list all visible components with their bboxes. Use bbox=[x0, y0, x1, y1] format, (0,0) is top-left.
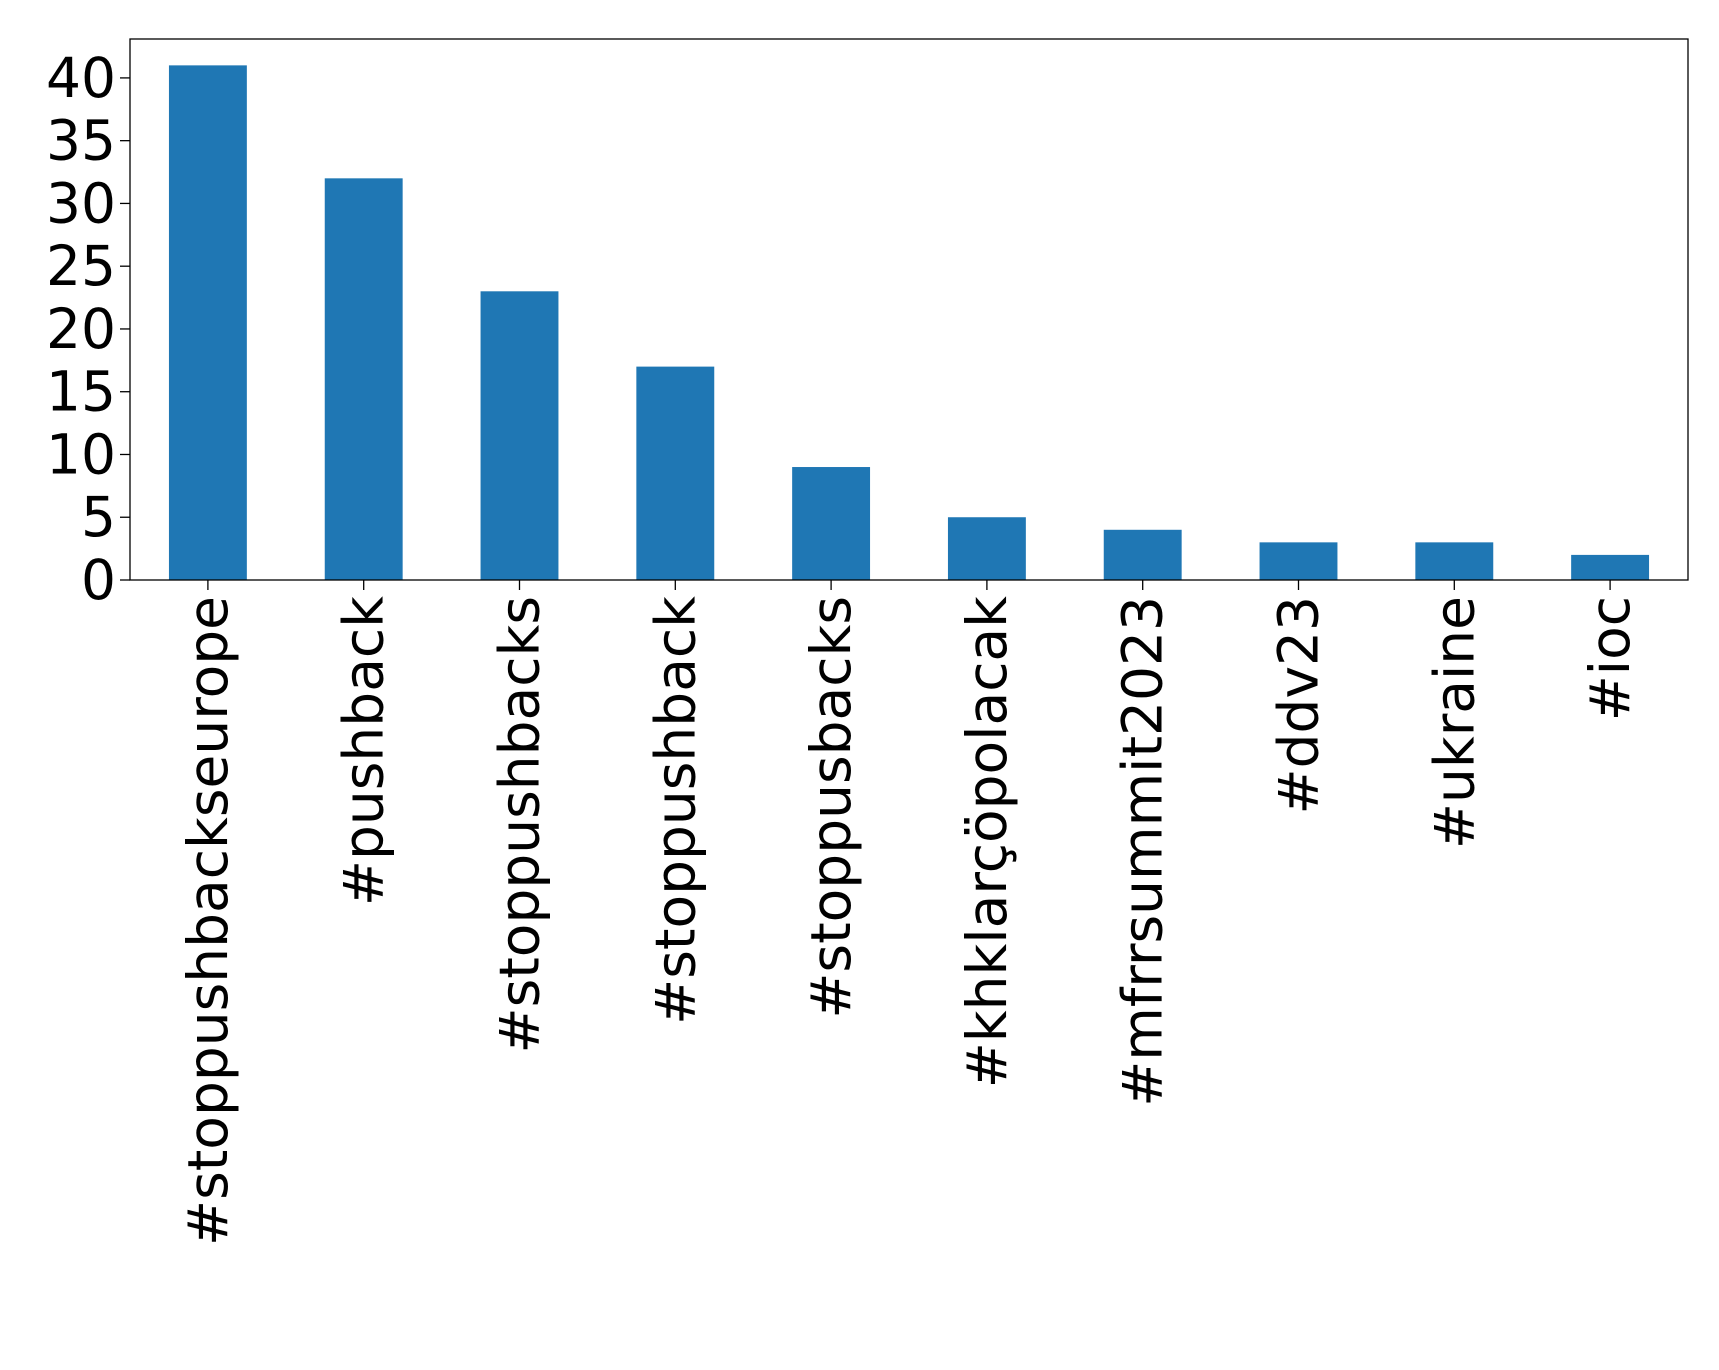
bar-9 bbox=[1571, 554, 1650, 580]
bar-0 bbox=[168, 65, 247, 581]
x-tick-label-4: #stoppusbacks bbox=[799, 596, 863, 1019]
bar-4 bbox=[792, 467, 871, 580]
y-tick-label-0: 0 bbox=[81, 548, 116, 612]
y-tick-label-7: 35 bbox=[46, 109, 116, 173]
x-tick-label-3: #stoppushback bbox=[643, 596, 707, 1025]
bar-7 bbox=[1259, 542, 1338, 580]
plot-frame bbox=[129, 38, 1689, 581]
y-tick-label-6: 30 bbox=[46, 171, 116, 235]
bar-3 bbox=[636, 366, 715, 580]
y-tick-label-3: 15 bbox=[46, 360, 116, 424]
bar-8 bbox=[1415, 542, 1494, 580]
y-tick-label-2: 10 bbox=[46, 422, 116, 486]
bars-layer bbox=[168, 65, 1650, 581]
y-tick-label-4: 20 bbox=[46, 297, 116, 361]
x-tick-label-6: #mfrrsummit2023 bbox=[1111, 596, 1175, 1107]
x-tick-label-7: #ddv23 bbox=[1267, 596, 1331, 814]
bar-1 bbox=[324, 178, 403, 580]
x-axis: #stoppushbackseurope #pushback #stoppushba… bbox=[176, 580, 1642, 1246]
x-tick-label-5: #khklarçöpolacak bbox=[955, 596, 1019, 1088]
x-tick-label-1: #pushback bbox=[332, 596, 396, 906]
x-tick-label-0: #stoppushbackseurope bbox=[176, 596, 240, 1246]
y-tick-label-8: 40 bbox=[46, 46, 116, 110]
bar-6 bbox=[1103, 529, 1182, 580]
x-tick-label-2: #stoppushbacks bbox=[488, 596, 552, 1054]
y-tick-label-5: 25 bbox=[46, 234, 116, 298]
bar-5 bbox=[947, 517, 1026, 580]
x-tick-label-9: #ioc bbox=[1578, 596, 1642, 721]
y-tick-label-1: 5 bbox=[81, 485, 116, 549]
x-tick-label-8: #ukraine bbox=[1422, 596, 1486, 849]
bar-2 bbox=[480, 291, 559, 580]
